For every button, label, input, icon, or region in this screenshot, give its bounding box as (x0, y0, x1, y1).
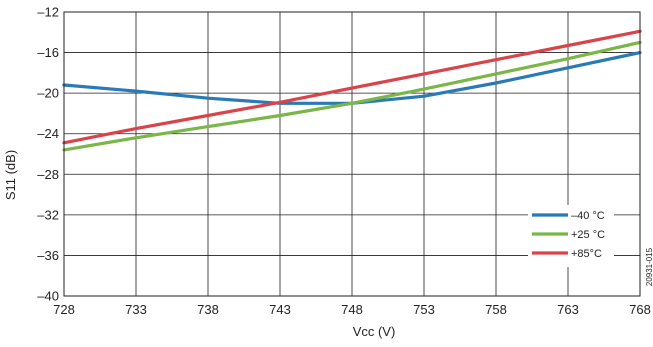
y-tick-label: –24 (37, 126, 59, 141)
y-tick-label: –36 (37, 248, 59, 263)
x-tick-label: 758 (485, 302, 507, 317)
legend-label-1: +25 °C (571, 229, 605, 241)
y-axis-title: S11 (dB) (3, 150, 18, 200)
x-tick-label: 768 (629, 302, 651, 317)
y-tick-label: –12 (37, 5, 59, 20)
series-lines (62, 29, 642, 152)
legend-label-0: –40 °C (571, 210, 605, 222)
y-tick-label: –20 (37, 86, 59, 101)
legend-label-2: +85°C (571, 248, 602, 260)
x-tick-label: 753 (413, 302, 435, 317)
x-tick-label: 743 (269, 302, 291, 317)
y-tick-label: –28 (37, 167, 59, 182)
series-line-2 (62, 29, 642, 145)
x-tick-label: 748 (341, 302, 363, 317)
plot-frame (63, 11, 641, 297)
x-tick-label: 728 (53, 302, 75, 317)
legend: –40 °C +25 °C +85°C (528, 205, 614, 267)
x-tick-label: 738 (197, 302, 219, 317)
series-line-1 (62, 40, 642, 152)
x-tick-label: 733 (125, 302, 147, 317)
x-tick-label: 763 (557, 302, 579, 317)
x-axis-title: Vcc (V) (353, 324, 396, 339)
figure-id: 20931-015 (645, 247, 653, 286)
y-tick-label: –16 (37, 45, 59, 60)
x-tick-labels: 728 733 738 743 748 753 758 763 768 (53, 302, 651, 317)
y-tick-label: –40 (37, 289, 59, 304)
y-tick-label: –32 (37, 207, 59, 222)
y-tick-labels: –40 –36 –32 –28 –24 –20 –16 –12 (37, 5, 59, 304)
